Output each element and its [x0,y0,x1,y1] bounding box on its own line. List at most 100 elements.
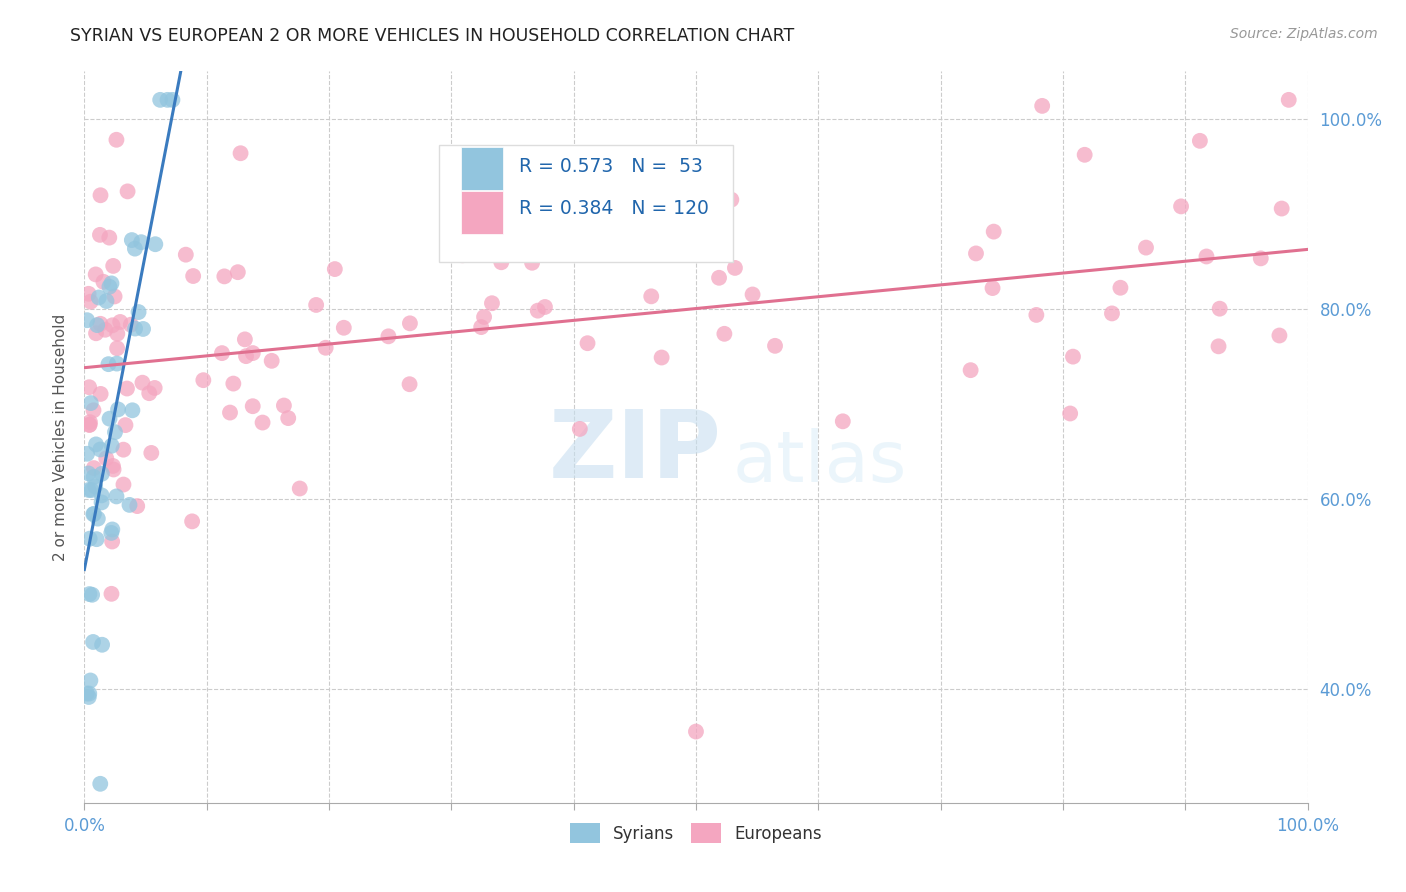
Point [131,376,153,390]
Point [108,315,131,329]
Text: R = 0.384   N = 120: R = 0.384 N = 120 [519,200,709,219]
Point [333,320,356,334]
Point [115,382,138,396]
Point [233,332,256,346]
Point [1101,306,1123,320]
Point [105,357,128,371]
Point [79,417,101,432]
Point [83,470,105,484]
Point [101,534,124,549]
Point [84,437,107,451]
Point [260,354,283,368]
Point [89,777,111,791]
Point [1135,241,1157,255]
Point [1250,252,1272,266]
Point [103,289,125,303]
Point [193,373,215,387]
Point [100,277,122,291]
Point [1109,281,1132,295]
Point [76,313,98,327]
Point [90,387,112,401]
Point [87,511,110,525]
Point [983,225,1005,239]
Point [89,442,111,457]
Point [83,461,105,475]
Point [117,185,139,199]
Point [491,255,513,269]
Point [105,326,128,341]
Point [112,477,135,491]
Point [97,357,120,371]
Point [128,305,150,319]
Point [741,287,763,301]
Point [211,346,233,360]
Point [89,227,111,242]
Point [132,322,155,336]
Point [444,230,467,244]
Point [93,275,115,289]
Point [129,235,152,250]
Point [79,587,101,601]
Point [94,323,117,337]
Point [1025,308,1047,322]
Point [1170,199,1192,213]
Point [79,532,101,546]
Point [143,237,166,252]
Point [724,260,747,275]
Point [98,230,121,244]
Y-axis label: 2 or more Vehicles in Household: 2 or more Vehicles in Household [52,313,67,561]
Point [98,411,121,425]
Point [80,483,103,497]
Point [90,488,112,502]
Point [89,317,111,331]
Point [1073,148,1095,162]
Point [831,414,853,428]
Point [101,458,124,473]
Text: ZIP: ZIP [550,406,723,498]
Point [965,246,987,260]
Point [181,268,204,283]
Point [84,326,107,341]
Point [174,248,197,262]
Point [1208,301,1230,316]
Point [141,446,163,460]
Point [101,523,124,537]
Point [82,507,104,521]
Point [226,265,249,279]
Point [83,507,105,521]
Point [82,588,104,602]
Legend: Syrians, Europeans: Syrians, Europeans [564,817,828,849]
Text: Source: ZipAtlas.com: Source: ZipAtlas.com [1230,27,1378,41]
Point [77,687,100,701]
Point [640,289,662,303]
Point [77,467,100,481]
Point [534,300,557,314]
FancyBboxPatch shape [461,191,503,234]
Text: atlas: atlas [733,428,907,497]
Point [273,399,295,413]
Point [121,403,143,417]
Point [1271,202,1294,216]
Point [222,376,245,391]
Point [305,298,328,312]
Point [100,525,122,540]
Point [143,381,166,395]
Point [323,262,346,277]
Point [79,415,101,429]
Point [609,230,631,244]
Point [713,326,735,341]
Point [86,532,108,546]
Point [100,587,122,601]
Point [520,256,543,270]
Point [229,146,252,161]
Point [118,498,141,512]
Point [112,442,135,457]
Point [84,268,107,282]
Point [77,690,100,704]
Point [685,724,707,739]
Point [252,416,274,430]
Point [181,514,204,528]
Point [96,294,118,309]
Point [87,291,110,305]
Point [288,482,311,496]
